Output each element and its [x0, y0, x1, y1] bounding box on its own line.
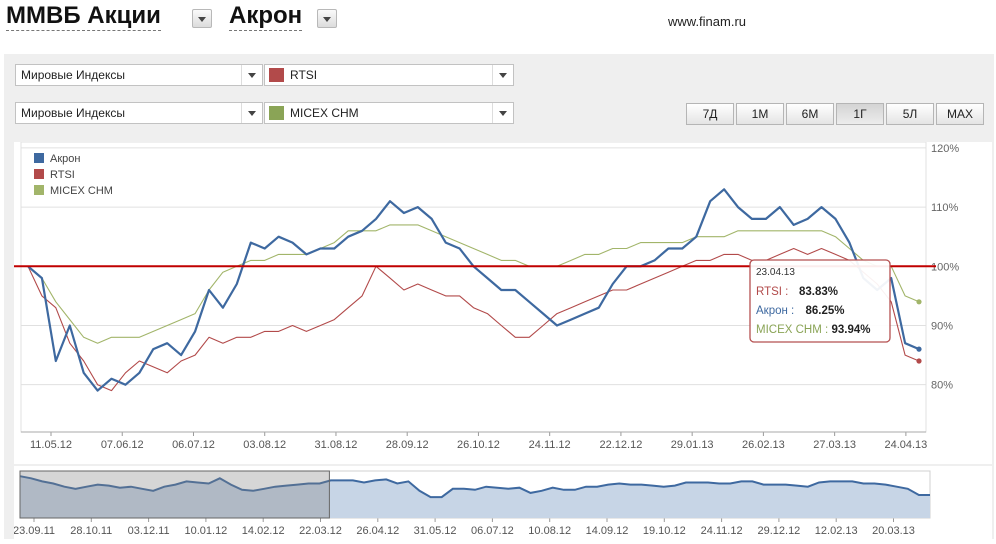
navigator-selection-window[interactable]: [19, 470, 330, 519]
navigator-x-tick-label: 24.11.12: [701, 525, 743, 537]
x-tick-label: 24.11.12: [529, 439, 571, 451]
x-tick-label: 07.06.12: [101, 439, 144, 451]
x-tick-label: 24.04.13: [884, 439, 927, 451]
x-tick-label: 03.08.12: [243, 439, 286, 451]
market-title[interactable]: ММВБ Акции: [6, 2, 161, 31]
x-tick-label: 11.05.12: [30, 439, 72, 451]
tooltip-date: 23.04.13: [756, 267, 795, 278]
legend-swatch: [34, 169, 44, 179]
navigator-x-tick-label: 23.09.11: [14, 525, 55, 537]
group-select-2[interactable]: Мировые Индексы: [15, 102, 263, 124]
tooltip-row-value: 93.94%: [832, 324, 871, 336]
navigator-x-tick-label: 14.02.12: [242, 525, 285, 537]
tooltip-row-label: MICEX CHM :: [756, 324, 828, 336]
legend-swatch: [34, 153, 44, 163]
navigator-x-tick-label: 26.04.12: [356, 525, 399, 537]
legend-label: MICEX CHM: [50, 185, 113, 197]
x-tick-label: 26.02.13: [742, 439, 785, 451]
period-6m-button[interactable]: 6М: [786, 103, 834, 125]
series-end-point-акрон: [916, 346, 922, 352]
legend-label: RTSI: [50, 169, 75, 181]
stock-title[interactable]: Акрон: [229, 2, 303, 31]
navigator-x-tick-label: 31.05.12: [414, 525, 457, 537]
tooltip-box: [749, 259, 891, 343]
tooltip-row-value: 83.83%: [799, 286, 838, 298]
navigator-x-tick-label: 29.12.12: [757, 525, 800, 537]
legend-label: Акрон: [50, 153, 80, 165]
legend: Акрон RTSI MICEX CHM: [34, 153, 113, 197]
series-end-point-micex-chm: [916, 299, 922, 305]
instrument-select-2-value: MICEX CHM: [290, 106, 359, 120]
navigator-x-tick-label: 20.03.13: [872, 525, 915, 537]
tooltip-row-label: RTSI :: [756, 286, 788, 298]
period-1y-button[interactable]: 1Г: [836, 103, 884, 125]
x-axis: 11.05.12 07.06.12 06.07.12 03.08.12 31.08.12…: [21, 431, 927, 451]
y-tick-label: 90%: [931, 320, 953, 332]
y-tick-label: 80%: [931, 380, 953, 392]
group-select-1-value: Мировые Индексы: [21, 68, 125, 82]
tooltip-row-value: 86.25%: [806, 305, 845, 317]
period-7d-button[interactable]: 7Д: [686, 103, 734, 125]
navigator-chart[interactable]: 24.04.12 23.04.13 23.09.11 28.10.11 03.12.11…: [13, 456, 992, 539]
x-tick-label: 31.08.12: [315, 439, 358, 451]
navigator-x-tick-label: 10.08.12: [528, 525, 571, 537]
navigator-x-tick-label: 22.03.12: [299, 525, 342, 537]
instrument-select-1-value: RTSI: [290, 68, 318, 82]
period-1m-button[interactable]: 1М: [736, 103, 784, 125]
stock-dropdown-button[interactable]: [317, 9, 337, 28]
series-line-micex-chm: [27, 224, 920, 344]
y-tick-label: 110%: [931, 202, 959, 214]
period-5y-button[interactable]: 5Л: [886, 103, 934, 125]
tooltip: 23.04.13 RTSI : 83.83% Акрон : 86.25% MICEX C…: [749, 259, 891, 343]
navigator-x-tick-label: 28.10.11: [70, 525, 112, 537]
y-tick-label: 120%: [931, 143, 959, 155]
chevron-down-icon[interactable]: [241, 65, 262, 85]
chevron-down-icon[interactable]: [241, 103, 262, 123]
navigator-x-tick-label: 06.07.12: [471, 525, 514, 537]
navigator-selection-end-label: 23.04.13: [884, 466, 927, 468]
navigator-x-tick-label: 12.02.13: [815, 525, 858, 537]
navigator-x-tick-label: 03.12.11: [128, 525, 170, 537]
navigator-x-tick-label: 14.09.12: [586, 525, 629, 537]
navigator-area: 24.04.12 23.04.13 23.09.11 28.10.11 03.12.11…: [13, 456, 992, 539]
chevron-down-icon[interactable]: [492, 103, 513, 123]
navigator-selection-start-label: 24.04.12: [285, 466, 328, 468]
color-swatch-rtsi: [269, 68, 284, 82]
chevron-down-icon[interactable]: [492, 65, 513, 85]
group-select-1[interactable]: Мировые Индексы: [15, 64, 263, 86]
x-tick-label: 22.12.12: [600, 439, 643, 451]
period-max-button[interactable]: MAX: [936, 103, 984, 125]
navigator-x-tick-label: 19.10.12: [643, 525, 686, 537]
y-axis: 80% 90% 100% 110% 120%: [931, 143, 959, 392]
x-tick-label: 27.03.13: [813, 439, 856, 451]
tooltip-row-label: Акрон :: [756, 305, 794, 317]
x-tick-label: 29.01.13: [671, 439, 714, 451]
legend-swatch: [34, 185, 44, 195]
main-chart-area: 80% 90% 100% 110% 120% 11.05.12 07.06.12 06.07…: [14, 141, 992, 464]
main-chart: 80% 90% 100% 110% 120% 11.05.12 07.06.12 06.07…: [14, 141, 959, 451]
x-tick-label: 26.10.12: [457, 439, 500, 451]
navigator-line: [19, 475, 930, 499]
series-end-point-rtsi: [916, 358, 922, 364]
instrument-select-1[interactable]: RTSI: [264, 64, 514, 86]
instrument-select-2[interactable]: MICEX CHM: [264, 102, 514, 124]
x-tick-label: 06.07.12: [172, 439, 215, 451]
y-tick-label: 100%: [931, 261, 959, 273]
market-dropdown-button[interactable]: [192, 9, 212, 28]
series-line-rtsi: [27, 247, 920, 392]
color-swatch-micex-chm: [269, 106, 284, 120]
navigator-x-tick-label: 10.01.12: [184, 525, 227, 537]
x-tick-label: 28.09.12: [386, 439, 429, 451]
navigator-area-fill: [20, 476, 930, 518]
site-link[interactable]: www.finam.ru: [668, 14, 747, 29]
group-select-2-value: Мировые Индексы: [21, 106, 125, 120]
